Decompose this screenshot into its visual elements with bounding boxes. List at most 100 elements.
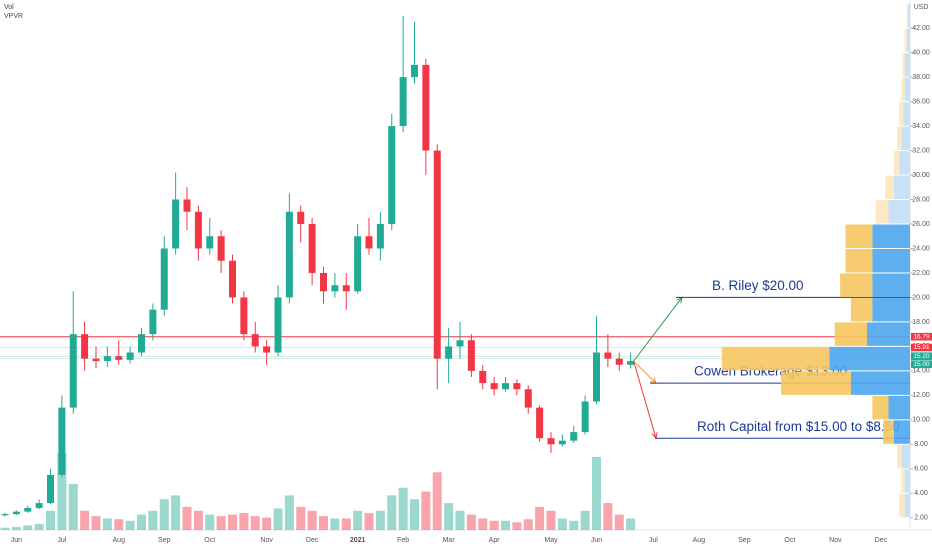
volume-bar xyxy=(489,520,499,530)
candle-body xyxy=(35,503,43,508)
volume-bar xyxy=(159,499,169,530)
volume-bar xyxy=(432,472,442,530)
profile-down xyxy=(845,248,873,273)
volume-bar xyxy=(250,516,260,530)
volume-bar xyxy=(592,456,601,530)
volume-bar xyxy=(501,520,510,530)
profile-down xyxy=(899,102,904,126)
candle-body xyxy=(58,407,66,475)
candle-body xyxy=(24,507,32,512)
candle-body xyxy=(285,211,293,298)
candle-body xyxy=(536,407,544,439)
profile-up xyxy=(901,126,910,151)
price-tag xyxy=(911,332,932,341)
volume-bar xyxy=(478,518,488,530)
volume-bar xyxy=(0,527,10,530)
profile-up xyxy=(893,420,910,444)
x-tick-label: Aug xyxy=(693,537,706,544)
profile-down xyxy=(902,53,905,77)
candle-body xyxy=(513,383,521,390)
y-tick-label: 8.00 xyxy=(914,441,928,448)
y-tick-label: 24.00 xyxy=(912,245,930,252)
profile-up xyxy=(872,273,910,297)
candle-body xyxy=(365,236,373,249)
x-tick-label: Dec xyxy=(306,537,319,544)
volume-bar xyxy=(512,522,522,530)
candle-body xyxy=(240,297,248,335)
y-tick-label: 38.00 xyxy=(912,74,930,81)
price-tag-label: 15.00 xyxy=(913,361,930,368)
volume-bar xyxy=(375,510,385,530)
profile-up xyxy=(904,469,910,493)
y-tick-label: 4.00 xyxy=(914,490,928,497)
profile-up xyxy=(888,200,910,224)
y-tick-label: 6.00 xyxy=(914,466,928,473)
volume-bar xyxy=(364,513,374,530)
x-tick-label: Dec xyxy=(875,537,888,544)
volume-bar xyxy=(171,495,181,530)
analyst-arrow xyxy=(633,297,683,362)
candle-body xyxy=(1,514,9,516)
volume-bar xyxy=(11,526,21,530)
candle-body xyxy=(388,126,396,224)
price-tag-label: 15.91 xyxy=(913,344,930,351)
volume-bar xyxy=(91,516,101,530)
volume-bar xyxy=(580,510,590,530)
profile-down xyxy=(883,420,894,444)
profile-down xyxy=(906,4,908,28)
volume-bar xyxy=(603,503,613,530)
x-tick-label: Nov xyxy=(260,537,273,544)
profile-up xyxy=(872,224,910,248)
x-tick-label: Jul xyxy=(649,537,658,544)
candle-body xyxy=(217,236,225,261)
candle-body xyxy=(354,236,362,292)
x-tick-label: Mar xyxy=(443,537,456,544)
volume-bar xyxy=(284,495,294,530)
candle-body xyxy=(81,334,89,359)
candle-body xyxy=(615,358,623,365)
volume-bar xyxy=(46,510,55,530)
x-tick-label: 2021 xyxy=(350,537,366,544)
candle-body xyxy=(229,260,236,298)
analyst-arrow xyxy=(633,360,657,439)
price-tag xyxy=(911,352,932,360)
profile-down xyxy=(885,175,894,200)
candle-body xyxy=(160,248,168,310)
candle-body xyxy=(502,383,509,390)
y-tick-label: 32.00 xyxy=(912,147,930,154)
candle-body xyxy=(251,334,259,347)
candle-body xyxy=(47,474,54,504)
profile-up xyxy=(872,297,910,322)
profile-up xyxy=(899,151,910,175)
candle-body xyxy=(467,340,475,371)
analyst-arrow xyxy=(633,360,657,384)
profile-up xyxy=(893,175,910,200)
volume-bar xyxy=(228,514,237,530)
x-tick-label: Apr xyxy=(489,537,501,544)
profile-up xyxy=(903,102,910,126)
x-tick-label: Nov xyxy=(829,537,842,544)
volume-bar xyxy=(296,506,306,530)
x-tick-label: Aug xyxy=(113,537,126,544)
y-tick-label: 36.00 xyxy=(912,98,930,105)
profile-down xyxy=(897,126,902,151)
candle-body xyxy=(570,432,578,441)
profile-down xyxy=(893,151,900,175)
volume-bar xyxy=(410,499,419,530)
profile-up xyxy=(850,371,910,395)
x-tick-label: Jun xyxy=(591,537,602,544)
volume-bar xyxy=(387,495,397,530)
volume-bar xyxy=(216,516,226,530)
volume-bar xyxy=(205,514,215,530)
profile-up xyxy=(904,53,910,77)
volume-bar xyxy=(307,510,317,530)
x-tick-label: Oct xyxy=(784,537,795,544)
volume-bar xyxy=(57,453,67,530)
candle-body xyxy=(558,440,566,445)
indicator-label: VPVR xyxy=(4,13,23,20)
profile-up xyxy=(829,346,910,371)
candle-body xyxy=(206,236,214,249)
volume-bar xyxy=(262,517,272,530)
